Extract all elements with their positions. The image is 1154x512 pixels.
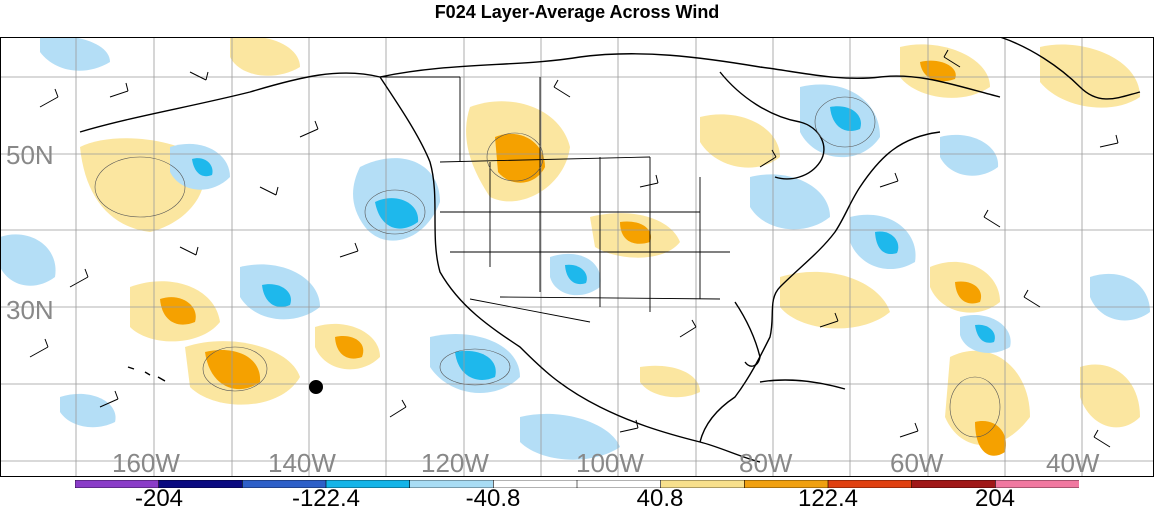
positive-area — [205, 350, 261, 390]
negative-area — [830, 106, 861, 131]
wind-barb — [1099, 134, 1119, 148]
hawaii-islands — [127, 366, 166, 382]
wind-barbs — [29, 49, 1119, 448]
wind-barb — [1023, 289, 1041, 308]
wind-barb — [619, 419, 639, 433]
wind-barb — [943, 49, 961, 68]
wind-barb — [1093, 429, 1111, 448]
contour — [202, 346, 268, 392]
positive-area — [1080, 364, 1140, 428]
us-mexico-border — [469, 298, 591, 323]
greenland-coastline — [999, 37, 1141, 100]
negative-area — [1090, 273, 1150, 321]
lon-label-140w: 140W — [268, 448, 336, 478]
positive-area — [620, 221, 651, 244]
border-line — [499, 296, 721, 300]
contour — [486, 132, 544, 182]
wind-barb — [29, 338, 49, 358]
negative-area — [0, 234, 56, 286]
positive-area — [780, 271, 890, 329]
positive-area — [955, 281, 982, 304]
positive-area — [945, 350, 1030, 446]
wind-barb — [639, 174, 659, 188]
negative-area — [940, 134, 999, 176]
contour-lines — [94, 96, 1001, 438]
wind-barb — [339, 242, 359, 258]
lat-lon-grid — [0, 37, 1154, 477]
shading-layer — [0, 37, 1150, 460]
lat-label-30n: 30N — [6, 295, 54, 325]
wind-barb — [679, 319, 697, 338]
state-borders — [380, 76, 730, 323]
positive-area — [920, 60, 956, 82]
positive-area — [1040, 44, 1140, 108]
station-marker — [309, 380, 323, 394]
lon-label-100w: 100W — [576, 448, 644, 478]
negative-area — [565, 264, 587, 285]
wind-barb — [819, 312, 839, 328]
lat-label-50n: 50N — [6, 140, 54, 170]
wind-barb — [983, 209, 1001, 228]
us-canada-border — [439, 156, 651, 163]
negative-area — [455, 350, 496, 380]
wind-barb — [389, 399, 407, 418]
lon-label-120w: 120W — [421, 448, 489, 478]
colorbar-label: -40.8 — [465, 485, 521, 512]
wind-barb — [99, 390, 119, 408]
map-title: F024 Layer-Average Across Wind — [434, 2, 720, 22]
wind-map — [0, 37, 1154, 477]
colorbar-label: -204 — [134, 485, 184, 512]
wind-barb — [759, 149, 777, 168]
negative-area — [40, 37, 110, 71]
wind-barb — [879, 172, 899, 188]
contour — [364, 189, 426, 235]
wind-barb — [553, 79, 571, 98]
positive-area — [335, 336, 364, 359]
negative-area — [750, 174, 830, 230]
wind-barb — [69, 268, 89, 288]
wind-barb — [179, 246, 199, 256]
arctic-coastline — [379, 53, 1001, 98]
negative-area — [60, 393, 116, 428]
wind-barb — [189, 71, 209, 81]
contour — [949, 376, 1001, 438]
positive-area — [230, 37, 300, 76]
florida-coastline — [734, 301, 761, 367]
lon-label-80w: 80W — [739, 448, 793, 478]
negative-area — [262, 284, 291, 307]
colorbar — [75, 480, 1079, 488]
colorbar-label: 204 — [974, 485, 1016, 512]
lon-label-60w: 60W — [890, 448, 944, 478]
positive-area — [640, 365, 700, 398]
negative-area — [975, 324, 995, 343]
colorbar-label: 122.4 — [797, 485, 859, 512]
lon-label-40w: 40W — [1046, 448, 1100, 478]
wind-barb — [109, 82, 129, 98]
contour — [439, 348, 511, 386]
positive-area — [975, 421, 1006, 456]
colorbar-label: 40.8 — [636, 485, 684, 512]
wind-barb — [299, 120, 319, 138]
cuba-coastline — [759, 379, 846, 390]
north-america-coastline — [699, 131, 941, 443]
wind-barb — [899, 422, 919, 438]
negative-area — [875, 231, 899, 255]
positive-area — [495, 133, 545, 183]
wind-barb — [39, 88, 59, 108]
negative-area — [520, 413, 620, 460]
north-america-coastline — [79, 72, 761, 463]
negative-area — [192, 158, 213, 177]
positive-area — [160, 297, 196, 325]
colorbar-label: -122.4 — [291, 485, 361, 512]
contour — [814, 96, 876, 148]
contour — [94, 156, 186, 218]
wind-barb — [259, 186, 279, 196]
lon-label-160w: 160W — [112, 448, 180, 478]
colorbar-segment — [995, 480, 1079, 488]
